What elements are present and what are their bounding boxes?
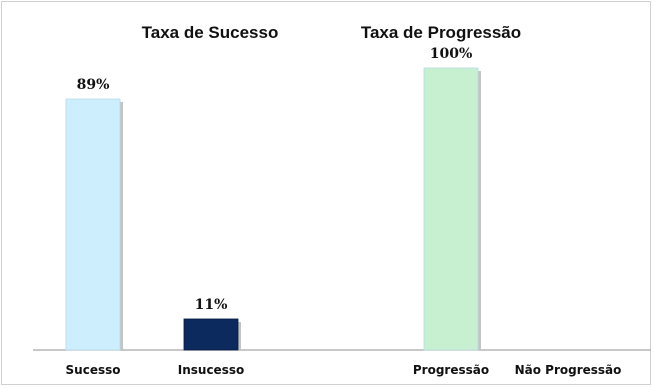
chart-title-progressao: Taxa de Progressão (361, 23, 521, 42)
chart-title-sucesso: Taxa de Sucesso (142, 23, 279, 42)
category-label-progressao: Progressão (413, 363, 489, 377)
category-label-insucesso: Insucesso (178, 363, 244, 377)
category-label-nao-progressao: Não Progressão (515, 363, 622, 377)
data-label-progressao: 100% (430, 46, 473, 62)
bar-insucesso (183, 318, 239, 351)
data-label-sucesso: 89% (77, 77, 110, 93)
data-label-insucesso: 11% (195, 297, 228, 313)
category-label-sucesso: Sucesso (66, 363, 121, 377)
bar-progressao (423, 67, 479, 351)
bar-sucesso (65, 98, 121, 351)
